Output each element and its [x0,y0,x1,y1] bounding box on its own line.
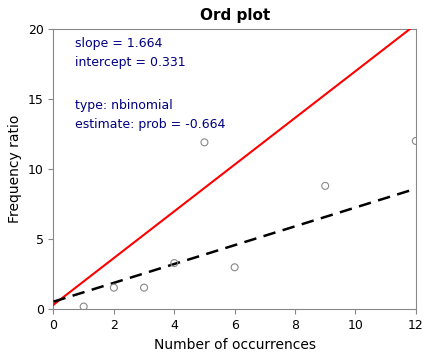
Text: slope = 1.664
intercept = 0.331: slope = 1.664 intercept = 0.331 [75,37,186,69]
Point [201,139,208,145]
Point [80,304,87,310]
Point [322,183,329,189]
Point [111,285,118,291]
Point [412,138,419,144]
Point [140,285,147,291]
X-axis label: Number of occurrences: Number of occurrences [154,338,316,352]
Point [171,260,178,266]
Title: Ord plot: Ord plot [200,8,270,23]
Y-axis label: Frequency ratio: Frequency ratio [8,115,22,223]
Point [231,264,238,270]
Text: type: nbinomial
estimate: prob = -0.664: type: nbinomial estimate: prob = -0.664 [75,99,226,131]
